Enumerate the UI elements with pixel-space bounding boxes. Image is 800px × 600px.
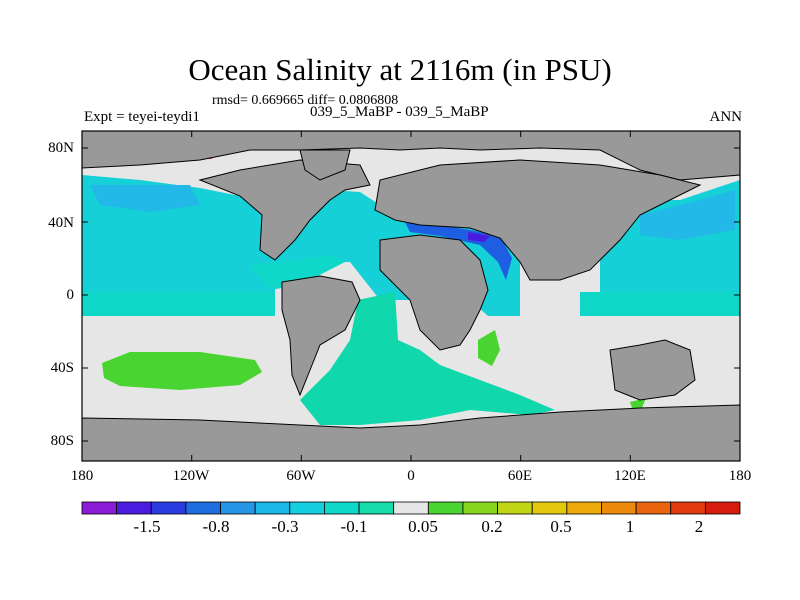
experiment-label: Expt = teyei-teydi1: [84, 109, 200, 125]
colorbar-label: 0.2: [481, 517, 503, 536]
colorbar-swatch: [427, 501, 464, 515]
lon-label-120w: 120W: [172, 468, 210, 484]
teal-regions: [250, 255, 555, 425]
saltier-regions: [84, 330, 646, 432]
map-ticks: [81, 131, 741, 461]
lon-label-180w: 180: [70, 468, 94, 484]
lat-label-eq: 0: [66, 287, 75, 303]
land-masses: [81, 130, 741, 462]
lon-label-180e: 180: [728, 468, 752, 484]
colorbar-swatch: [81, 501, 118, 515]
lon-label-0: 0: [407, 468, 415, 484]
colorbar-label: -0.8: [202, 517, 230, 536]
colorbar-label: 0.05: [408, 517, 438, 536]
colorbar-swatch: [358, 501, 395, 515]
colorbar-swatch: [324, 501, 360, 515]
colorbar-swatch: [254, 501, 291, 515]
colorbar-label: -0.1: [340, 517, 368, 536]
map-title: Ocean Salinity at 2116m (in PSU): [188, 52, 612, 87]
colorbar-swatch: [289, 501, 325, 515]
colorbar-swatch: [566, 501, 602, 515]
colorbar-swatch: [220, 501, 256, 515]
colorbar-label: 0.5: [550, 517, 572, 536]
colorbar-swatch: [393, 501, 429, 515]
colorbar-swatch: [635, 501, 672, 515]
colorbar-label: -1.5: [133, 517, 161, 536]
colorbar-label: -0.3: [271, 517, 299, 536]
lat-label-40s: 40S: [50, 360, 74, 376]
stats-text: rmsd= 0.669665 diff= 0.0806808: [212, 93, 399, 108]
lon-label-120e: 120E: [614, 468, 646, 484]
colorbar: [81, 501, 741, 515]
lat-label-80n: 80N: [48, 140, 74, 156]
colorbar-swatch: [116, 501, 152, 515]
colorbar-swatch: [531, 501, 568, 515]
runs-label: 039_5_MaBP - 039_5_MaBP: [310, 104, 489, 120]
colorbar-swatch: [150, 501, 187, 515]
season-label: ANN: [709, 109, 743, 125]
colorbar-swatch: [497, 501, 533, 515]
colorbar-swatch: [601, 501, 637, 515]
lon-label-60e: 60E: [507, 468, 533, 484]
lat-label-80s: 80S: [50, 433, 74, 449]
lat-label-40n: 40N: [48, 215, 74, 231]
lon-label-60w: 60W: [286, 468, 316, 484]
colorbar-swatch: [185, 501, 221, 515]
colorbar-swatch: [670, 501, 706, 515]
colorbar-swatch: [462, 501, 498, 515]
colorbar-label: 1: [625, 517, 635, 536]
colorbar-swatch: [704, 501, 741, 515]
colorbar-label: 2: [694, 517, 704, 536]
strong-fresher-regions: [405, 222, 512, 280]
